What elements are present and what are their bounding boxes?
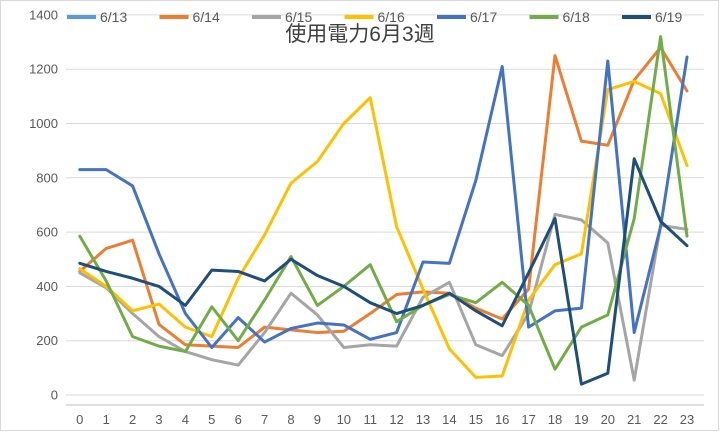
x-axis-tick-label: 12 (389, 412, 403, 427)
x-axis-tick-label: 16 (495, 412, 509, 427)
x-axis-tick-label: 4 (182, 412, 189, 427)
x-axis-tick-label: 15 (469, 412, 483, 427)
legend-item[interactable]: 6/14 (159, 9, 220, 25)
x-axis-tick-label: 11 (363, 412, 377, 427)
legend-label: 6/16 (378, 9, 405, 25)
x-axis-tick-label: 5 (208, 412, 215, 427)
legend-label: 6/18 (563, 9, 590, 25)
y-axis-tick-label: 0 (51, 388, 58, 403)
x-axis-tick-label: 13 (416, 412, 430, 427)
x-axis-tick-label: 18 (548, 412, 562, 427)
legend-label: 6/13 (100, 9, 127, 25)
y-axis-tick-label: 1400 (29, 7, 58, 22)
x-axis-tick-label: 2 (129, 412, 136, 427)
series-line-6-14 (78, 45, 689, 349)
x-axis-tick-label: 1 (103, 412, 110, 427)
y-axis-tick-label: 200 (36, 333, 58, 348)
legend-item[interactable]: 6/17 (437, 9, 497, 25)
y-axis-tick-label: 1000 (29, 116, 58, 131)
x-axis-tick-label: 9 (314, 412, 321, 427)
x-axis-tick-label: 22 (653, 412, 667, 427)
x-axis-tick-label: 14 (442, 412, 456, 427)
series-line-6-19 (78, 157, 689, 386)
y-axis-tick-label: 800 (36, 170, 58, 185)
x-axis-tick-label: 6 (235, 412, 242, 427)
series-line-6-16 (78, 79, 689, 379)
x-axis-tick-label: 0 (76, 412, 83, 427)
series-line-6-15 (78, 212, 689, 382)
x-axis-tick-label: 19 (574, 412, 588, 427)
y-axis-tick-label: 400 (36, 279, 58, 294)
legend-label: 6/19 (655, 9, 682, 25)
x-axis-tick-label: 23 (680, 412, 694, 427)
legend-item[interactable]: 6/18 (529, 9, 590, 25)
x-axis-tick-label: 8 (287, 412, 294, 427)
x-axis-tick-label: 10 (337, 412, 351, 427)
x-axis-tick-label: 21 (627, 412, 641, 427)
x-axis-tick-label: 20 (601, 412, 615, 427)
legend-item[interactable]: 6/16 (344, 9, 405, 25)
legend-item[interactable]: 6/19 (622, 9, 682, 25)
legend-label: 6/14 (193, 9, 220, 25)
legend-label: 6/15 (285, 9, 312, 25)
legend-label: 6/17 (470, 9, 497, 25)
legend-item[interactable]: 6/15 (252, 9, 312, 25)
x-axis-tick-label: 3 (155, 412, 162, 427)
y-axis-tick-label: 600 (36, 225, 58, 240)
x-axis-tick-label: 7 (261, 412, 268, 427)
series-line-6-18 (78, 35, 689, 371)
x-axis-tick-label: 17 (521, 412, 535, 427)
y-axis-tick-label: 1200 (29, 62, 58, 77)
legend-item[interactable]: 6/13 (67, 9, 127, 25)
